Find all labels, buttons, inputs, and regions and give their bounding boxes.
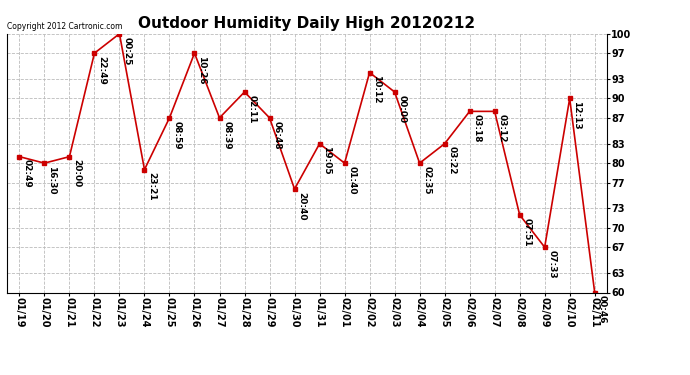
Text: 12:13: 12:13: [573, 101, 582, 130]
Text: 08:39: 08:39: [222, 121, 231, 149]
Text: 00:00: 00:00: [397, 95, 406, 123]
Text: 22:49: 22:49: [97, 56, 106, 85]
Text: 02:49: 02:49: [22, 159, 31, 188]
Text: 10:12: 10:12: [373, 75, 382, 104]
Text: 07:51: 07:51: [522, 217, 531, 246]
Text: 07:33: 07:33: [547, 250, 556, 279]
Text: 03:12: 03:12: [497, 114, 506, 142]
Text: 19:05: 19:05: [322, 147, 331, 175]
Text: 02:35: 02:35: [422, 166, 431, 194]
Text: Copyright 2012 Cartronic.com: Copyright 2012 Cartronic.com: [7, 22, 122, 31]
Text: 06:48: 06:48: [273, 121, 282, 149]
Text: 23:21: 23:21: [147, 172, 156, 201]
Text: 03:18: 03:18: [473, 114, 482, 142]
Text: 02:11: 02:11: [247, 95, 256, 123]
Text: 20:40: 20:40: [297, 192, 306, 220]
Text: 03:22: 03:22: [447, 147, 456, 175]
Text: 00:46: 00:46: [598, 295, 607, 324]
Text: 08:59: 08:59: [172, 121, 181, 149]
Text: 00:25: 00:25: [122, 36, 131, 65]
Text: 16:30: 16:30: [47, 166, 56, 194]
Title: Outdoor Humidity Daily High 20120212: Outdoor Humidity Daily High 20120212: [139, 16, 475, 31]
Text: 20:00: 20:00: [72, 159, 81, 188]
Text: 01:40: 01:40: [347, 166, 356, 194]
Text: 10:26: 10:26: [197, 56, 206, 84]
